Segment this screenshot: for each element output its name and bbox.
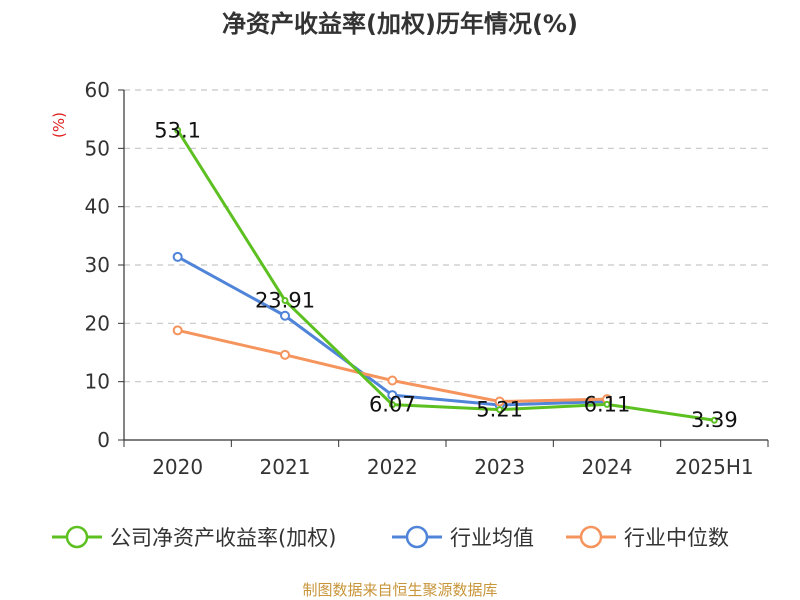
series-point	[281, 297, 289, 305]
data-labels: 53.1 23.91 6.07 5.21 6.11 3.39	[154, 118, 737, 432]
legend-label: 行业中位数	[624, 526, 729, 550]
series-point	[710, 416, 718, 424]
data-label: 6.07	[369, 393, 416, 417]
data-label: 53.1	[154, 118, 201, 142]
series-point	[174, 126, 182, 134]
y-tick-label: 0	[97, 428, 110, 452]
legend-marker-icon	[579, 525, 603, 549]
grid-lines	[124, 89, 768, 383]
data-label: 3.39	[691, 408, 738, 432]
legend-item[interactable]: 行业均值	[392, 525, 534, 550]
series-point	[494, 396, 505, 407]
series-point	[172, 325, 183, 336]
x-tick-label: 2021	[260, 455, 311, 479]
series-point	[387, 375, 398, 386]
chart-title: 净资产收益率(加权)历年情况(%)	[222, 10, 578, 38]
series-point	[388, 401, 396, 409]
y-tick-label: 60	[85, 78, 110, 102]
legend-marker-icon	[405, 525, 429, 549]
series-point	[280, 349, 290, 360]
x-tick-label: 2024	[582, 455, 633, 479]
legend[interactable]: 公司净资产收益率(加权) 行业均值 行业中位数	[52, 525, 729, 550]
legend-label: 公司净资产收益率(加权)	[110, 526, 336, 550]
axes: 0 10 20 30 40 50 60 2020 2021 2022 2023 2024 2025H1	[85, 78, 769, 479]
x-tick-label: 2020	[152, 455, 203, 479]
series-point	[603, 400, 611, 408]
y-tick-label: 20	[85, 311, 110, 335]
data-label: 5.21	[476, 398, 523, 422]
series-point	[280, 310, 290, 321]
legend-item[interactable]: 行业中位数	[566, 525, 729, 550]
series-point	[496, 406, 504, 414]
data-label: 23.91	[255, 289, 315, 313]
legend-marker-icon	[65, 525, 89, 549]
series-point	[387, 390, 398, 401]
y-tick-label: 40	[85, 195, 110, 219]
x-tick-label: 2022	[367, 455, 418, 479]
source-note: 制图数据来自恒生聚源数据库	[302, 581, 497, 599]
series-line	[176, 128, 716, 422]
y-tick-label: 10	[85, 370, 110, 394]
series-lines	[172, 126, 718, 424]
data-label: 6.11	[584, 392, 631, 416]
legend-label: 行业均值	[450, 526, 534, 550]
x-tick-label: 2023	[474, 455, 525, 479]
legend-item[interactable]: 公司净资产收益率(加权)	[52, 525, 336, 550]
y-axis-label: (%)	[50, 112, 68, 138]
y-tick-label: 30	[85, 253, 110, 277]
y-tick-label: 50	[85, 136, 110, 160]
series-point	[172, 251, 183, 262]
x-tick-label: 2025H1	[675, 455, 754, 479]
